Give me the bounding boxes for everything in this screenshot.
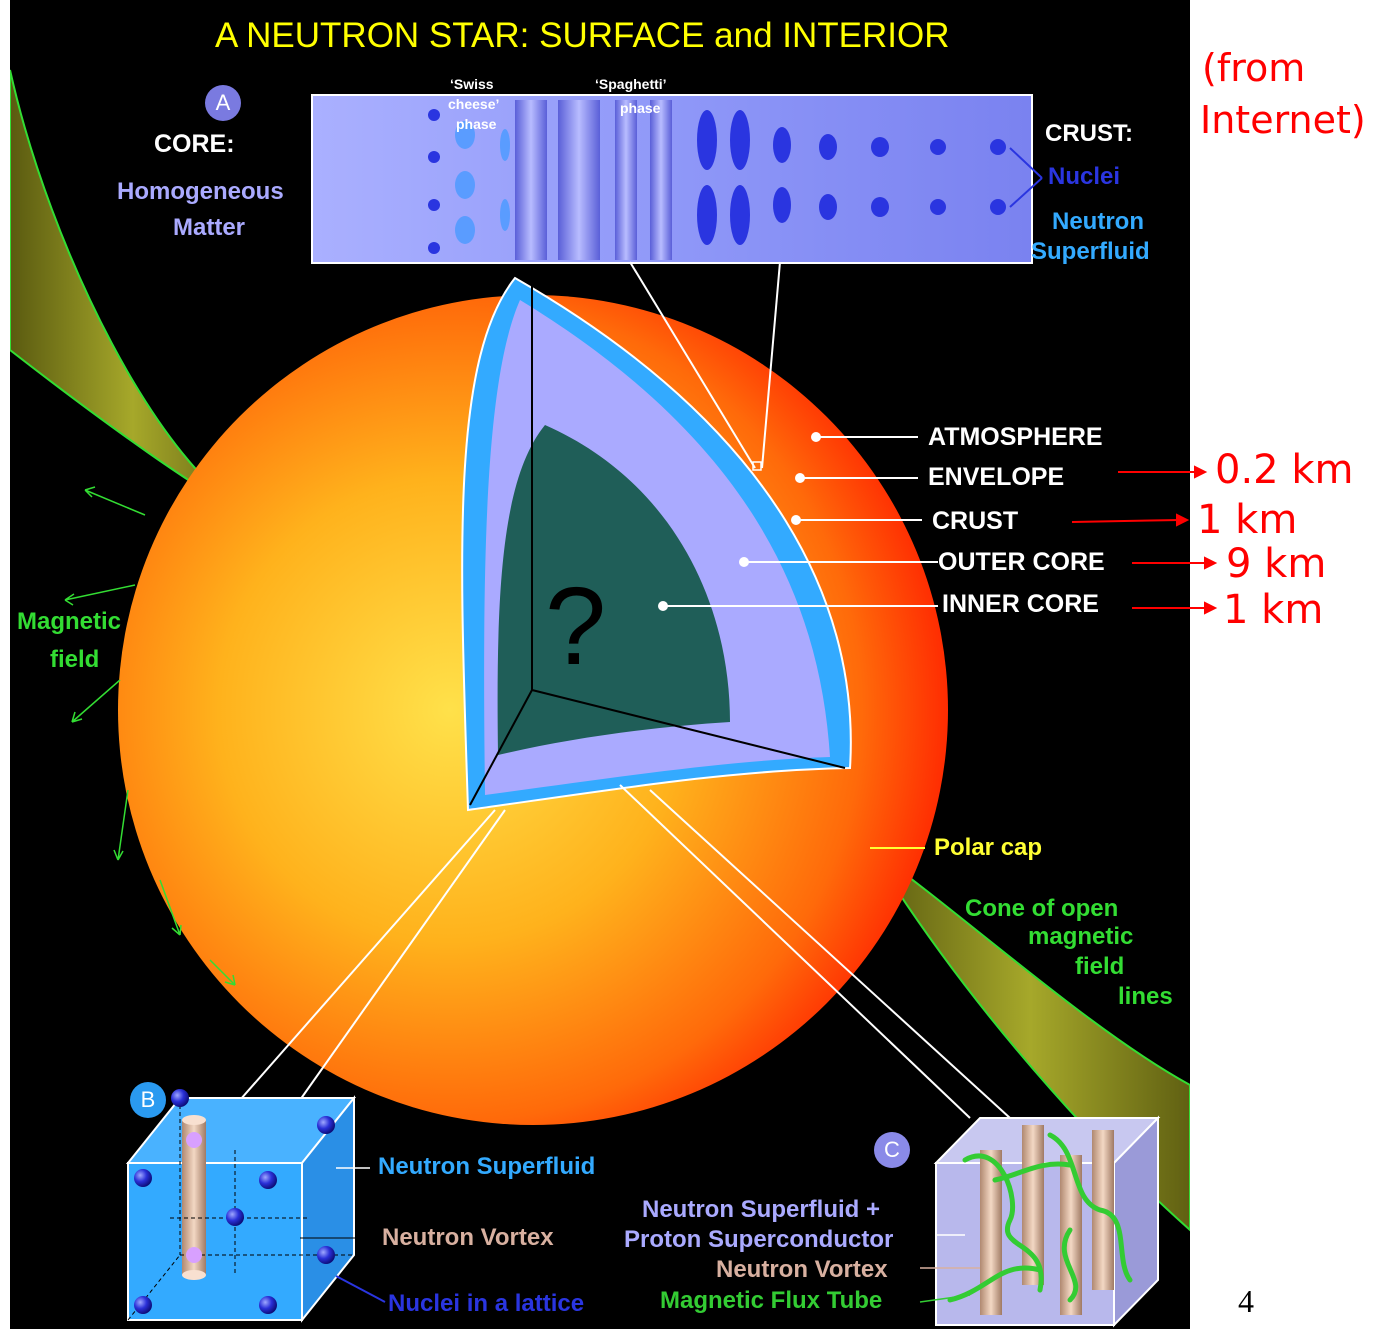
thickness-crust: 1 km — [1197, 497, 1298, 543]
spaghetti-line2: phase — [620, 100, 661, 116]
page-number: 4 — [1238, 1283, 1254, 1319]
magnetic-field-arrows — [64, 486, 236, 986]
layer-outer-core: OUTER CORE — [938, 548, 1105, 576]
inset-b-nuclei-lattice: Nuclei in a lattice — [388, 1290, 585, 1317]
layer-envelope: ENVELOPE — [928, 463, 1065, 491]
inset-b-neutron-superfluid: Neutron Superfluid — [378, 1153, 596, 1180]
cone-line2: magnetic — [1028, 923, 1134, 950]
inset-a-blobs — [428, 109, 1006, 254]
inner-core-layer — [497, 425, 730, 755]
thickness-envelope: 0.2 km — [1215, 447, 1354, 493]
inset-a-tubes — [515, 100, 672, 260]
crust-heading: CRUST: — [1045, 120, 1133, 147]
inset-c-badge: C — [874, 1132, 910, 1168]
unknown-inner-core-mark: ? — [545, 565, 607, 688]
cone-line3: field — [1075, 953, 1125, 980]
core-desc-line2: Matter — [173, 214, 246, 241]
superfluid-line2: Superfluid — [1031, 238, 1150, 265]
inset-b-badge: B — [130, 1082, 166, 1118]
layer-atmosphere: ATMOSPHERE — [928, 423, 1103, 451]
spaghetti-line1: ‘Spaghetti’ — [595, 76, 667, 92]
figure-title: A NEUTRON STAR: SURFACE and INTERIOR — [215, 16, 950, 55]
swiss-line2: cheese’ — [448, 96, 500, 112]
core-heading: CORE: — [154, 130, 235, 158]
inset-c-line4: Magnetic Flux Tube — [660, 1287, 883, 1314]
layer-inner-core: INNER CORE — [942, 590, 1099, 618]
inset-a-badge: A — [205, 85, 241, 121]
swiss-line3: phase — [456, 116, 497, 132]
swiss-line1: ‘Swiss — [450, 76, 494, 92]
polar-cap-label: Polar cap — [934, 834, 1043, 861]
layer-leaders — [658, 432, 938, 611]
source-note-line1: (from — [1202, 46, 1306, 90]
inset-c-line1: Neutron Superfluid + — [642, 1196, 881, 1223]
cone-line1: Cone of open — [965, 895, 1119, 922]
inset-c-line2: Proton Superconductor — [624, 1226, 894, 1253]
nuclei-label: Nuclei — [1048, 163, 1121, 190]
inset-b-neutron-vortex: Neutron Vortex — [382, 1224, 554, 1251]
core-desc-line1: Homogeneous — [117, 178, 284, 205]
inset-b-cube — [125, 1089, 357, 1323]
diagram-graphics — [10, 69, 1190, 1328]
layer-crust: CRUST — [932, 507, 1019, 535]
inset-c-cube — [933, 1115, 1161, 1328]
neutron-star-figure: A NEUTRON STAR: SURFACE and INTERIOR A C… — [10, 0, 1190, 1329]
magnetic-field-line2: field — [50, 646, 100, 673]
magnetic-field-line1: Magnetic — [17, 608, 122, 635]
source-note-line2: Internet) — [1200, 98, 1366, 142]
cone-line4: lines — [1118, 983, 1173, 1010]
thickness-outer-core: 9 km — [1226, 541, 1327, 587]
inset-c-line3: Neutron Vortex — [716, 1256, 888, 1283]
thickness-inner-core: 1 km — [1223, 587, 1324, 633]
superfluid-line1: Neutron — [1052, 208, 1144, 235]
